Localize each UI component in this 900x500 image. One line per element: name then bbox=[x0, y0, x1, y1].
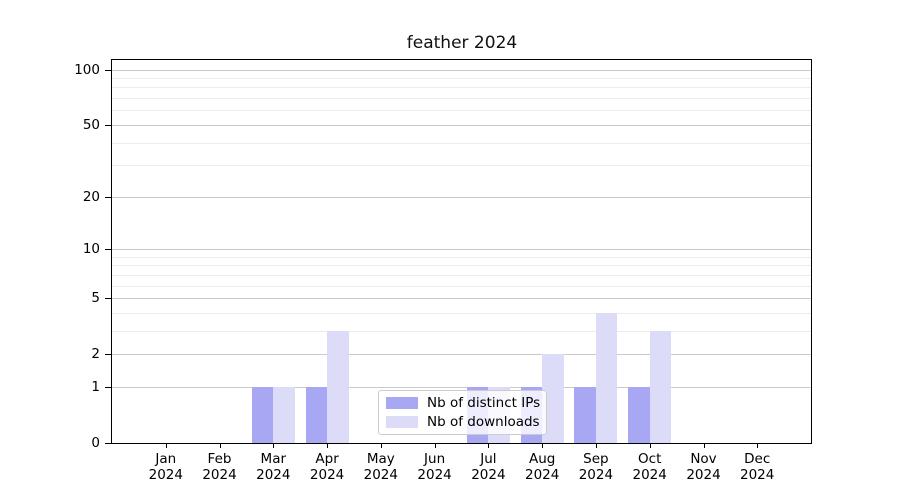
x-tick-label-jul: Jul 2024 bbox=[471, 451, 506, 483]
x-tick-label-feb: Feb 2024 bbox=[202, 451, 237, 483]
bar-downloads-aug bbox=[542, 354, 564, 443]
legend-item-distinct-ips: Nb of distinct IPs bbox=[386, 395, 541, 411]
x-tick-dec bbox=[757, 444, 759, 448]
major-gridline-10 bbox=[112, 248, 811, 250]
x-tick-label-nov: Nov 2024 bbox=[686, 451, 721, 483]
x-tick-label-jan: Jan 2024 bbox=[148, 451, 183, 483]
chart-title: feather 2024 bbox=[406, 33, 518, 53]
y-tick-20 bbox=[105, 196, 111, 198]
plot-area: Nb of distinct IPs Nb of downloads bbox=[111, 59, 812, 444]
y-tick-label-2: 2 bbox=[91, 346, 100, 363]
y-tick-label-10: 10 bbox=[82, 240, 100, 257]
legend: Nb of distinct IPs Nb of downloads bbox=[378, 390, 547, 435]
legend-swatch-downloads bbox=[386, 416, 418, 428]
major-gridline-50 bbox=[112, 124, 811, 126]
legend-label-distinct-ips: Nb of distinct IPs bbox=[427, 395, 541, 411]
bar-ips-oct bbox=[628, 386, 650, 443]
y-tick-2 bbox=[105, 354, 111, 356]
minor-gridline-7 bbox=[112, 274, 811, 276]
legend-swatch-distinct-ips bbox=[386, 397, 418, 409]
y-tick-5 bbox=[105, 298, 111, 299]
x-tick-jun bbox=[434, 444, 436, 448]
y-tick-label-0: 0 bbox=[91, 435, 100, 451]
x-tick-may bbox=[380, 444, 382, 448]
minor-gridline-70 bbox=[112, 98, 811, 99]
y-tick-label-100: 100 bbox=[74, 61, 100, 78]
minor-gridline-40 bbox=[112, 142, 811, 144]
y-tick-label-20: 20 bbox=[82, 188, 100, 205]
minor-gridline-30 bbox=[112, 165, 811, 167]
minor-gridline-6 bbox=[112, 285, 811, 287]
minor-gridline-3 bbox=[112, 330, 811, 332]
x-tick-label-apr: Apr 2024 bbox=[309, 451, 345, 483]
x-tick-label-oct: Oct 2024 bbox=[632, 451, 667, 483]
y-tick-0 bbox=[105, 443, 111, 444]
major-gridline-2 bbox=[112, 354, 811, 356]
x-tick-feb bbox=[219, 444, 221, 448]
major-gridline-100 bbox=[112, 69, 811, 71]
legend-label-downloads: Nb of downloads bbox=[427, 414, 540, 430]
x-tick-jan bbox=[165, 444, 167, 448]
y-tick-50 bbox=[105, 124, 111, 126]
major-gridline-1 bbox=[112, 386, 811, 388]
y-tick-10 bbox=[105, 248, 111, 250]
minor-gridline-9 bbox=[112, 256, 811, 258]
bar-downloads-oct bbox=[649, 330, 672, 443]
y-tick-1 bbox=[105, 386, 111, 388]
minor-gridline-4 bbox=[112, 312, 811, 314]
bar-downloads-apr bbox=[327, 330, 349, 443]
x-tick-label-mar: Mar 2024 bbox=[256, 451, 291, 483]
bar-ips-mar bbox=[251, 386, 274, 443]
minor-gridline-90 bbox=[112, 77, 811, 79]
y-tick-label-5: 5 bbox=[91, 290, 100, 306]
bar-downloads-mar bbox=[273, 386, 295, 443]
x-tick-label-jun: Jun 2024 bbox=[417, 451, 452, 483]
x-tick-label-sep: Sep 2024 bbox=[578, 451, 614, 483]
x-tick-label-aug: Aug 2024 bbox=[525, 451, 560, 483]
bar-downloads-sep bbox=[595, 312, 618, 443]
y-tick-label-50: 50 bbox=[82, 116, 100, 133]
y-tick-label-1: 1 bbox=[91, 378, 100, 395]
x-tick-label-dec: Dec 2024 bbox=[740, 451, 775, 483]
x-tick-mar bbox=[273, 444, 275, 448]
gridline-layer bbox=[112, 60, 811, 443]
x-tick-jul bbox=[488, 444, 490, 448]
x-tick-nov bbox=[703, 444, 705, 448]
y-tick-100 bbox=[105, 69, 111, 71]
x-tick-sep bbox=[595, 444, 597, 448]
x-tick-label-may: May 2024 bbox=[363, 451, 398, 483]
minor-gridline-8 bbox=[112, 265, 811, 267]
bar-ips-sep bbox=[574, 386, 596, 443]
legend-item-downloads: Nb of downloads bbox=[386, 414, 540, 430]
x-tick-aug bbox=[542, 444, 544, 448]
bar-ips-apr bbox=[305, 386, 328, 443]
minor-gridline-80 bbox=[112, 87, 811, 89]
major-gridline-20 bbox=[112, 196, 811, 198]
major-gridline-5 bbox=[112, 298, 811, 299]
minor-gridline-60 bbox=[112, 110, 811, 112]
x-tick-oct bbox=[649, 444, 651, 448]
x-tick-apr bbox=[327, 444, 329, 448]
